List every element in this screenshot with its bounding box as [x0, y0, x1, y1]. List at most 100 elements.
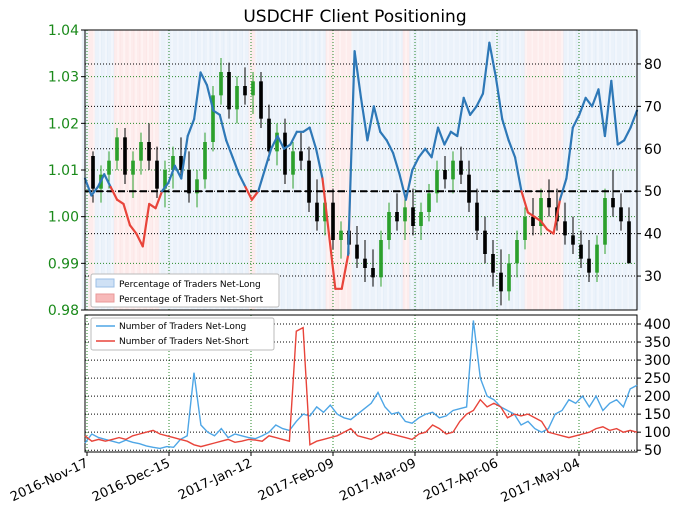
- sentiment-band: [473, 30, 481, 310]
- percent-net-long-segment: [135, 232, 144, 248]
- candle-body: [475, 202, 479, 231]
- sentiment-band: [139, 30, 147, 310]
- percent-net-long-segment: [610, 79, 619, 146]
- percent-net-long-segment: [205, 84, 215, 112]
- left-tick-label: 1.00: [48, 210, 79, 226]
- percent-net-long-segment: [90, 185, 99, 197]
- percent-net-long-segment: [321, 177, 331, 235]
- percent-net-long-segment: [212, 109, 221, 116]
- percent-net-long-segment: [526, 211, 536, 218]
- candle-body: [243, 86, 247, 96]
- percent-net-long-segment: [282, 143, 292, 150]
- percent-net-long-segment: [167, 164, 176, 184]
- percent-net-long-segment: [398, 173, 408, 201]
- sentiment-band: [242, 30, 250, 310]
- sentiment-band: [377, 30, 384, 310]
- sentiment-band: [255, 30, 263, 310]
- sentiment-band: [428, 30, 436, 310]
- percent-net-long-segment: [148, 202, 157, 210]
- sentiment-band: [421, 30, 429, 310]
- right-tick-label: 80: [644, 57, 662, 73]
- x-tick-label: 2017-Apr-06: [421, 456, 500, 504]
- percent-net-long-segment: [379, 130, 388, 142]
- legend-box: [90, 273, 280, 308]
- percent-net-long-segment: [404, 168, 414, 201]
- candle-body: [331, 202, 335, 240]
- percent-net-long-segment: [546, 228, 555, 235]
- candle-body: [315, 202, 319, 222]
- percent-net-long-segment: [186, 117, 196, 138]
- percent-net-long-segment: [154, 190, 164, 210]
- legend-swatch-long: [95, 278, 115, 288]
- sentiment-band: [94, 30, 102, 310]
- percent-net-long-segment: [193, 71, 202, 121]
- candle-body: [91, 156, 95, 189]
- candle-body: [531, 216, 535, 226]
- candle-body: [227, 72, 231, 110]
- sentiment-band: [389, 30, 397, 310]
- candle-body: [459, 160, 463, 175]
- candle-body: [203, 142, 207, 180]
- candle-body: [603, 198, 607, 245]
- sentiment-band: [101, 30, 108, 310]
- candle-body: [403, 207, 407, 222]
- right-tick-label: 70: [644, 99, 662, 115]
- sentiment-band: [620, 30, 628, 310]
- percent-net-long-segment: [475, 92, 485, 108]
- candle-body: [155, 160, 159, 189]
- percent-net-long-segment: [160, 181, 170, 193]
- percent-net-long-segment: [391, 151, 401, 176]
- candle-body: [435, 170, 439, 194]
- percent-net-long-segment: [590, 88, 600, 108]
- candle-body: [619, 207, 623, 222]
- sentiment-band: [608, 30, 616, 310]
- sentiment-band: [235, 30, 243, 310]
- candle-body: [131, 160, 135, 175]
- percent-net-long-segment: [83, 177, 93, 197]
- percent-net-long-segment: [302, 126, 311, 133]
- percent-net-long-segment: [436, 126, 446, 146]
- sentiment-band: [479, 30, 487, 310]
- sentiment-band: [524, 30, 532, 310]
- candle-body: [467, 174, 471, 203]
- percent-net-long-segment: [494, 75, 504, 121]
- sentiment-band: [165, 30, 173, 310]
- percent-net-long-segment: [565, 126, 574, 180]
- percent-net-long-segment: [603, 79, 613, 138]
- left-tick-label: 1.02: [48, 116, 79, 132]
- percent-net-long-segment: [122, 202, 132, 227]
- candle-body: [211, 95, 215, 142]
- candle-body: [267, 118, 271, 152]
- candle-body: [139, 142, 143, 161]
- percent-net-long-segment: [424, 147, 433, 159]
- sentiment-band: [569, 30, 577, 310]
- series-line-net-long-count: [84, 320, 638, 450]
- sentiment-band: [537, 30, 545, 310]
- percent-net-long-segment: [340, 253, 350, 290]
- percent-net-long-segment: [411, 156, 420, 172]
- percent-net-long-segment: [237, 173, 247, 189]
- sentiment-band: [466, 30, 474, 310]
- candle-body: [235, 86, 239, 110]
- candle-body: [299, 151, 303, 161]
- sentiment-band: [556, 30, 564, 310]
- sentiment-band: [338, 30, 346, 310]
- candle-body: [283, 132, 287, 175]
- percent-net-long-segment: [513, 156, 523, 193]
- percent-net-long-segment: [469, 105, 478, 116]
- percent-net-long-segment: [270, 134, 279, 150]
- candle-body: [179, 156, 183, 170]
- percent-net-long-segment: [616, 139, 626, 146]
- x-tick-label: 2017-Mar-09: [337, 456, 418, 505]
- sub-legend-label-long: Number of Traders Net-Long: [119, 322, 246, 332]
- percent-net-long-segment: [539, 219, 549, 231]
- percent-net-long-segment: [558, 177, 568, 201]
- candle-body: [499, 272, 503, 292]
- left-tick-label: 1.03: [48, 70, 79, 86]
- candle-body: [171, 156, 175, 170]
- sentiment-band: [511, 30, 519, 310]
- candle-body: [355, 244, 359, 259]
- candle-body: [395, 212, 399, 222]
- percent-net-long-segment: [257, 168, 266, 193]
- percent-net-long-segment: [597, 88, 607, 138]
